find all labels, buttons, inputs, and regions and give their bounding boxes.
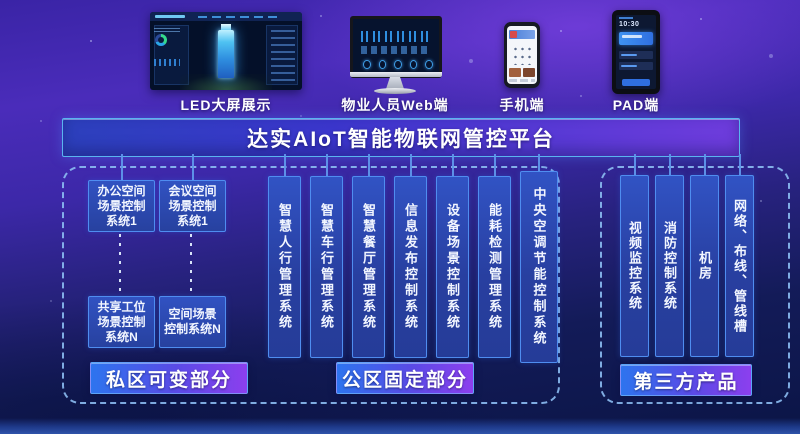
third-party-columns: 视频监控系统 消防控制系统 机房 网络、布线、管线槽	[620, 175, 754, 357]
led-donut-chart	[155, 34, 167, 46]
gauge-icon	[378, 60, 387, 69]
system-box-shared-workstation: 共享工位 场景控制 系统N	[88, 296, 155, 348]
system-box-space-scene: 空间场景 控制系统N	[159, 296, 226, 348]
private-group-label: 私区可变部分	[90, 362, 248, 394]
phone-app-banner	[509, 30, 535, 39]
led-bar-chart	[154, 56, 180, 66]
monitor-stand	[386, 77, 404, 89]
led-wall-label: LED大屏展示	[180, 97, 272, 113]
monitor-screen	[350, 16, 442, 78]
system-box-meeting-space: 会议空间 场景控制 系统1	[159, 180, 226, 232]
pad-status-bar	[619, 17, 633, 19]
phone-screen	[507, 26, 537, 84]
led-right-panel-rows	[271, 29, 295, 81]
web-client-label: 物业人员Web端	[341, 97, 449, 113]
pad-list-row	[619, 51, 653, 59]
led-left-panel-rows	[154, 26, 180, 32]
phone-client-label: 手机端	[499, 97, 545, 113]
third-party-group-frame: 视频监控系统 消防控制系统 机房 网络、布线、管线槽 第三方产品	[600, 166, 790, 404]
web-monitor-mockup	[348, 14, 442, 96]
phone-icon-grid	[510, 43, 534, 65]
gauge-icon	[363, 60, 371, 69]
public-group-label: 公区固定部分	[336, 362, 474, 394]
column-equipment-scene: 设备场景控制系统	[436, 176, 469, 358]
ellipsis-connector	[190, 234, 192, 294]
column-machine-room: 机房	[690, 175, 719, 357]
led-glowing-tower	[218, 24, 234, 78]
bottom-glow-strip	[0, 418, 800, 434]
monitor-gauge-row	[363, 60, 433, 69]
column-video-surveillance: 视频监控系统	[620, 175, 649, 357]
phone-text-lines	[509, 79, 535, 82]
phone-thumbnails	[509, 68, 521, 77]
system-box-office-space: 办公空间 场景控制 系统1	[88, 180, 155, 232]
monitor-base	[374, 88, 416, 94]
column-central-ac: 中央空调节能控制系统	[520, 171, 558, 363]
column-smart-vehicle: 智慧车行管理系统	[310, 176, 343, 358]
monitor-bezel	[350, 72, 442, 77]
column-info-publishing: 信息发布控制系统	[394, 176, 427, 358]
led-dashboard-menu	[198, 16, 278, 18]
phone-mockup	[504, 22, 540, 88]
pad-banner-card	[619, 32, 653, 45]
third-party-group-label: 第三方产品	[620, 364, 752, 396]
pad-mockup: 10:30	[612, 10, 660, 94]
pad-client-label: PAD端	[612, 97, 660, 113]
background-stars	[90, 40, 92, 42]
monitor-bar-chart-top	[361, 28, 431, 42]
platform-title: 达实AIoT智能物联网管控平台	[247, 127, 555, 151]
ellipsis-connector	[119, 234, 121, 294]
monitor-bar-chart-mid	[361, 46, 431, 54]
platform-banner: 达实AIoT智能物联网管控平台	[62, 118, 740, 157]
gauge-icon	[425, 60, 433, 69]
column-smart-canteen: 智慧餐厅管理系统	[352, 176, 385, 358]
column-network-cabling: 网络、布线、管线槽	[725, 175, 754, 357]
column-smart-pedestrian: 智慧人行管理系统	[268, 176, 301, 358]
pad-clock: 10:30	[619, 21, 640, 28]
gauge-icon	[409, 60, 418, 69]
pad-screen: 10:30	[616, 15, 656, 89]
pad-list-row	[619, 62, 653, 70]
led-cityscape	[180, 74, 272, 90]
led-wall-mockup	[150, 12, 302, 90]
private-public-group-frame: 办公空间 场景控制 系统1 会议空间 场景控制 系统1 共享工位 场景控制 系统…	[62, 166, 560, 404]
column-fire-control: 消防控制系统	[655, 175, 684, 357]
public-systems-columns: 智慧人行管理系统 智慧车行管理系统 智慧餐厅管理系统 信息发布控制系统 设备场景…	[268, 171, 558, 363]
led-dashboard-title-bar	[155, 15, 185, 18]
gauge-icon	[394, 60, 402, 69]
pad-action-button	[622, 79, 650, 86]
column-energy-monitoring: 能耗检测管理系统	[478, 176, 511, 358]
